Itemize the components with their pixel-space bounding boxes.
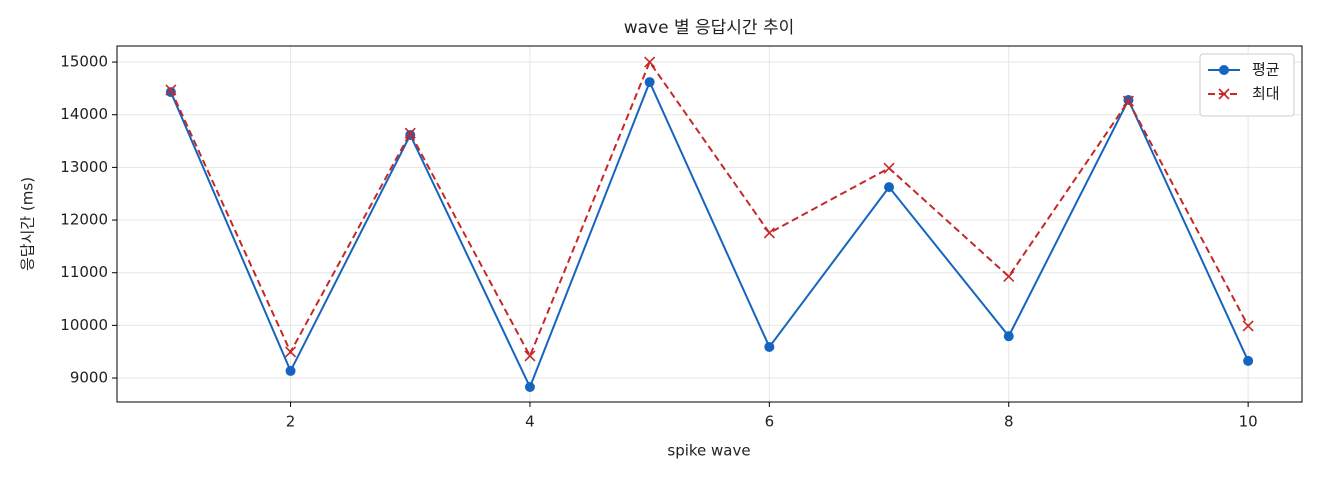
marker: [285, 365, 296, 376]
marker: [763, 227, 775, 239]
y-tick-label: 9000: [70, 369, 108, 387]
marker: [1242, 320, 1254, 332]
y-tick-label: 14000: [60, 105, 108, 123]
y-tick-label: 15000: [60, 53, 108, 71]
x-tick-label: 8: [1004, 413, 1014, 431]
marker: [644, 56, 656, 68]
x-tick-label: 6: [765, 413, 775, 431]
marker: [404, 127, 416, 139]
marker: [884, 182, 895, 193]
x-tick-label: 2: [286, 413, 296, 431]
marker: [764, 341, 775, 352]
y-tick-label: 10000: [60, 316, 108, 334]
plot-frame: [116, 45, 1303, 403]
x-tick-label: 10: [1239, 413, 1258, 431]
marker: [1243, 355, 1254, 366]
marker: [524, 350, 536, 362]
y-tick-label: 13000: [60, 158, 108, 176]
legend-label: 최대: [1252, 85, 1280, 103]
series-line: [169, 59, 1250, 359]
y-tick-label: 12000: [60, 211, 108, 229]
y-axis-label: 응답시간 (ms): [19, 177, 37, 271]
marker: [165, 84, 177, 96]
marker: [1003, 331, 1014, 342]
y-tick-label: 11000: [60, 263, 108, 281]
legend-box: [1199, 53, 1295, 117]
marker: [883, 162, 895, 174]
marker: [644, 77, 655, 88]
x-axis-label: spike wave: [667, 442, 750, 460]
marker: [1122, 95, 1135, 107]
x-tick-label: 4: [525, 413, 535, 431]
marker: [524, 381, 535, 392]
marker: [284, 346, 297, 358]
legend-label: 평균: [1252, 61, 1280, 79]
marker: [1003, 270, 1015, 282]
series-line: [169, 79, 1250, 390]
legend-marker: [1218, 88, 1230, 100]
legend-marker: [1219, 65, 1229, 75]
chart-title: wave 별 응답시간 추이: [624, 18, 795, 38]
